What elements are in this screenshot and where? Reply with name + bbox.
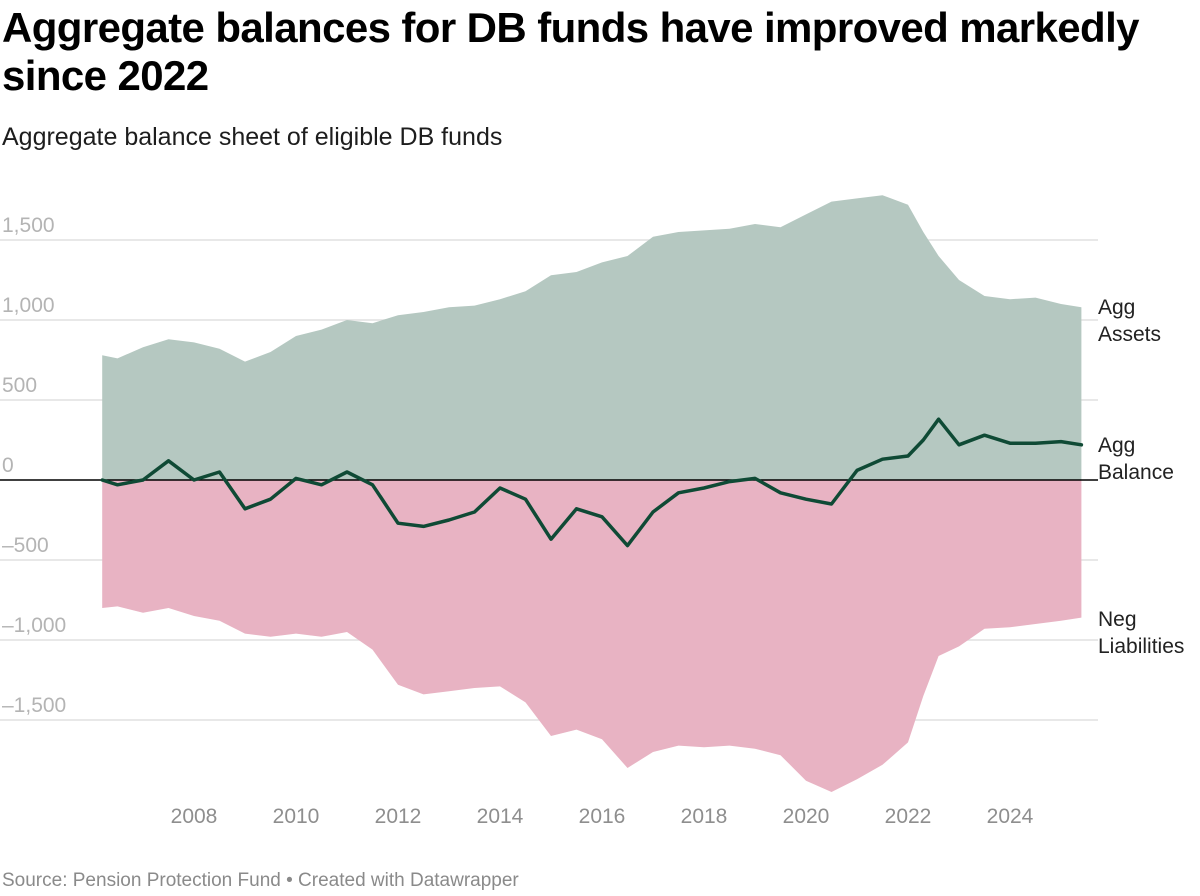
- series-label: Neg Liabilities: [1098, 608, 1184, 658]
- x-tick-label: 2016: [579, 805, 626, 828]
- series-label-line: Assets: [1098, 323, 1161, 346]
- areas: [102, 195, 1082, 792]
- y-tick-label: –500: [2, 534, 49, 557]
- balance-series: [100, 417, 1084, 548]
- y-tick-label: 500: [2, 374, 37, 397]
- balance-line: [100, 417, 1084, 548]
- source-note: Source: Pension Protection Fund • Create…: [2, 870, 519, 891]
- x-tick-label: 2020: [783, 805, 830, 828]
- series-label: Agg Balance: [1098, 434, 1174, 484]
- assets-area: [102, 195, 1082, 480]
- y-tick-label: 1,500: [2, 214, 55, 237]
- chart-title: Aggregate balances for DB funds have imp…: [2, 4, 1140, 99]
- x-tick-label: 2024: [987, 805, 1034, 828]
- y-tick-label: –1,000: [2, 614, 66, 637]
- liabilities-area: [102, 480, 1082, 792]
- x-tick-label: 2010: [273, 805, 320, 828]
- series-label-line: Liabilities: [1098, 635, 1184, 658]
- x-tick-label: 2014: [477, 805, 524, 828]
- y-tick-label: 0: [2, 454, 14, 477]
- x-tick-label: 2008: [171, 805, 218, 828]
- series-label-line: Agg: [1098, 296, 1135, 319]
- series-label: Agg Assets: [1098, 296, 1161, 346]
- series-label-line: Agg: [1098, 434, 1135, 457]
- series-label-line: Balance: [1098, 461, 1174, 484]
- x-axis-ticks: 2008 2010 2012 2014 2016 2018 2020 2022 2024: [171, 805, 1034, 828]
- x-tick-label: 2012: [375, 805, 422, 828]
- series-labels: Agg Assets Neg Liabilities Agg Balance: [1098, 296, 1184, 658]
- chart-subtitle: Aggregate balance sheet of eligible DB f…: [2, 123, 503, 151]
- y-tick-label: 1,000: [2, 294, 55, 317]
- x-tick-label: 2018: [681, 805, 728, 828]
- y-tick-label: –1,500: [2, 694, 66, 717]
- y-axis-ticks: 1,500 1,000 500 0 –500 –1,000 –1,500: [2, 214, 66, 717]
- x-tick-label: 2022: [885, 805, 932, 828]
- series-label-line: Neg: [1098, 608, 1137, 631]
